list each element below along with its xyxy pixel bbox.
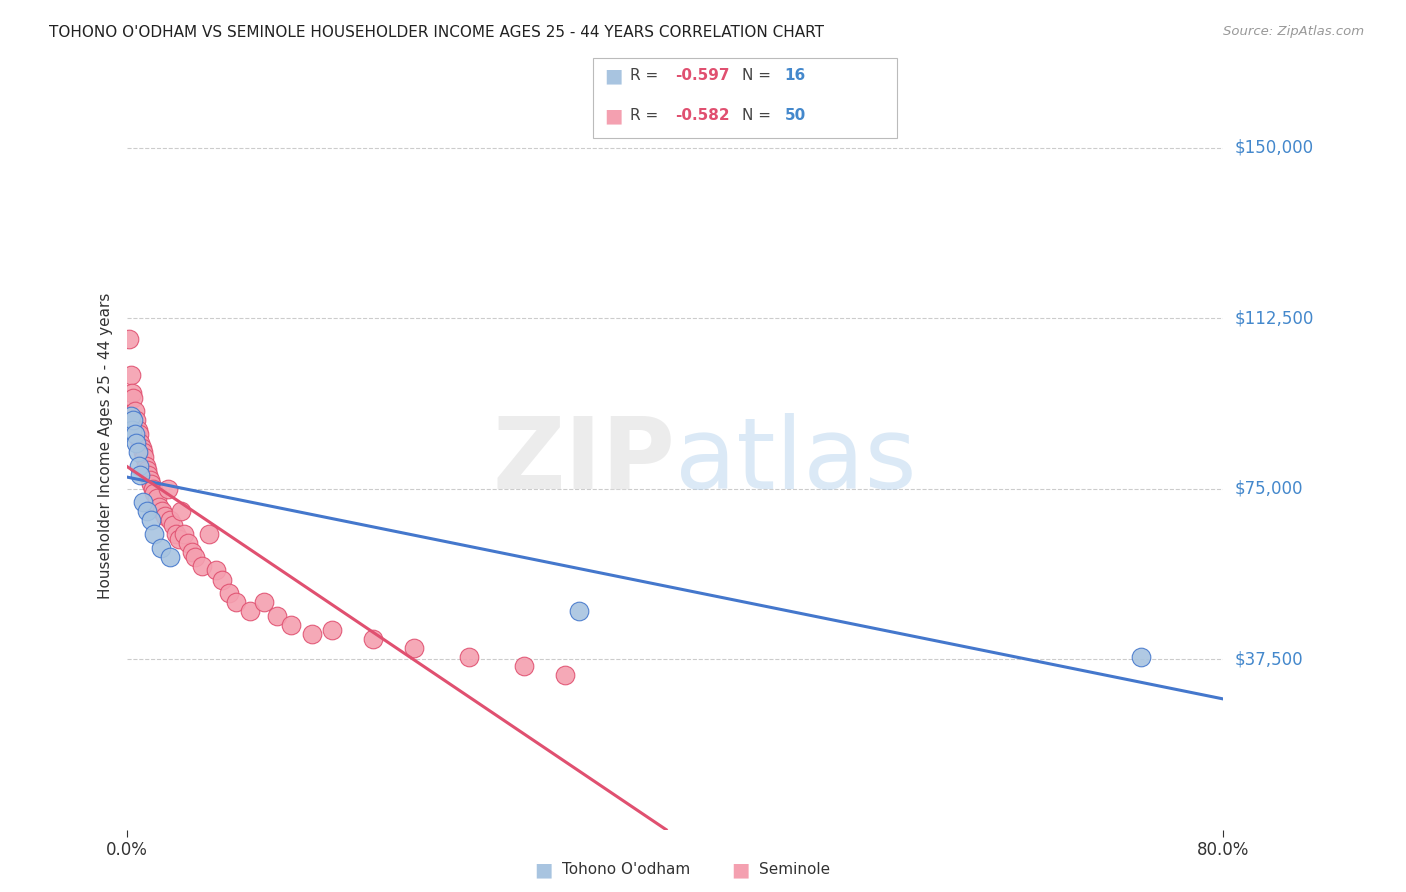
Point [239,604,262,618]
Text: Seminole: Seminole [759,863,831,877]
Point [136,504,159,518]
Point [125,413,148,427]
Point [170,504,193,518]
Point [162,518,184,533]
Point [122,413,145,427]
Text: 16: 16 [785,69,806,83]
Point [118,332,141,346]
Point [145,491,167,505]
Point [184,549,207,564]
Point [458,649,481,664]
Point [156,482,179,496]
Point [129,436,152,450]
Text: 50: 50 [785,109,806,123]
Point [142,482,165,496]
Point [124,427,146,442]
Point [134,450,156,464]
Point [404,640,426,655]
Text: R =: R = [630,109,664,123]
Text: $112,500: $112,500 [1234,310,1313,327]
Point [218,586,240,600]
Point [568,604,591,618]
Text: $37,500: $37,500 [1234,650,1303,668]
Text: ■: ■ [605,106,623,126]
Point [143,527,166,541]
Text: Source: ZipAtlas.com: Source: ZipAtlas.com [1223,25,1364,38]
Point [138,467,160,482]
Point [1130,649,1153,664]
Point [173,527,195,541]
Point [253,595,276,609]
Point [121,386,143,401]
Text: ZIP: ZIP [492,413,675,510]
Point [204,564,226,578]
Point [139,473,162,487]
Point [143,486,166,500]
Point [127,423,149,437]
Point [513,659,536,673]
Point [141,477,163,491]
Point [321,623,343,637]
Point [191,558,214,573]
Point [280,618,302,632]
Text: R =: R = [630,69,664,83]
Point [153,508,176,523]
Point [167,532,190,546]
Point [165,527,187,541]
Point [128,427,150,442]
Point [131,441,153,455]
Point [136,463,159,477]
Text: Tohono O'odham: Tohono O'odham [562,863,690,877]
Point [124,404,146,418]
Text: N =: N = [742,69,776,83]
Point [149,541,172,555]
Y-axis label: Householder Income Ages 25 - 44 years: Householder Income Ages 25 - 44 years [97,293,112,599]
Point [181,545,204,559]
Text: N =: N = [742,109,776,123]
Point [301,627,323,641]
Point [121,423,143,437]
Point [135,458,157,473]
Point [132,495,155,509]
Point [132,445,155,459]
Point [120,409,142,423]
Point [225,595,247,609]
Text: TOHONO O'ODHAM VS SEMINOLE HOUSEHOLDER INCOME AGES 25 - 44 YEARS CORRELATION CHA: TOHONO O'ODHAM VS SEMINOLE HOUSEHOLDER I… [49,25,824,40]
Point [150,504,173,518]
Point [363,632,385,646]
Point [122,391,145,405]
Point [129,467,152,482]
Point [266,608,288,623]
Text: $150,000: $150,000 [1234,138,1313,157]
Text: ■: ■ [534,860,553,880]
Text: ■: ■ [731,860,749,880]
Point [159,513,181,527]
Text: atlas: atlas [675,413,917,510]
Text: $75,000: $75,000 [1234,480,1303,498]
Point [159,549,181,564]
Point [148,500,170,514]
Point [127,445,149,459]
Point [141,513,163,527]
Point [120,368,142,382]
Point [177,536,200,550]
Point [554,668,576,682]
Text: -0.597: -0.597 [675,69,730,83]
Text: ■: ■ [605,66,623,86]
Point [128,458,150,473]
Point [125,436,148,450]
Point [197,527,219,541]
Point [211,573,233,587]
Text: -0.582: -0.582 [675,109,730,123]
